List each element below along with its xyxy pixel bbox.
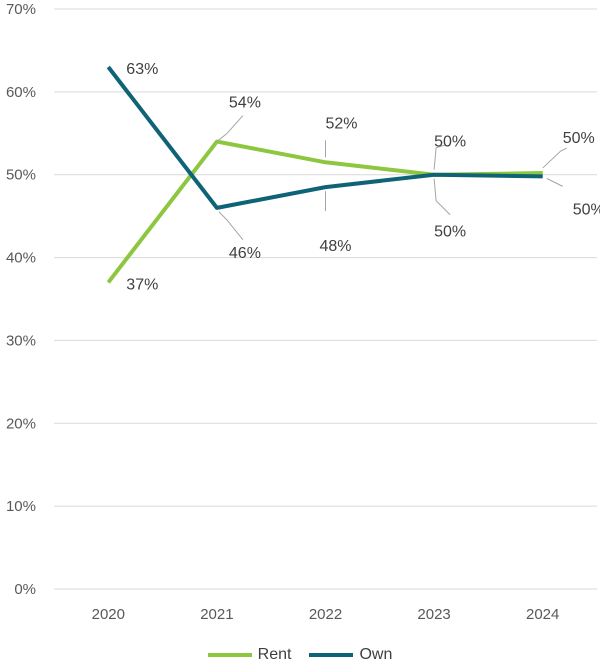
data-label-own: 48% xyxy=(320,238,352,255)
legend: Rent Own xyxy=(0,646,600,664)
data-label-own: 50% xyxy=(573,201,600,218)
legend-item-rent: Rent xyxy=(207,646,292,664)
leader-line xyxy=(542,147,567,169)
series-line-own xyxy=(106,65,543,210)
y-tick-label: 10% xyxy=(6,498,36,515)
series-line-rent xyxy=(106,139,543,284)
x-axis-tick-labels: 2020 2021 2022 2023 2024 xyxy=(92,606,560,623)
x-tick-label: 2023 xyxy=(417,606,450,623)
data-label-rent: 50% xyxy=(563,130,595,147)
x-tick-label: 2024 xyxy=(526,606,559,623)
series-lines xyxy=(106,65,543,284)
y-tick-label: 0% xyxy=(14,581,36,598)
legend-label-rent: Rent xyxy=(257,646,292,663)
y-tick-label: 70% xyxy=(6,1,36,18)
data-label-own: 46% xyxy=(229,245,261,262)
data-label-rent: 52% xyxy=(326,115,358,132)
gridlines xyxy=(54,8,597,590)
legend-label-own: Own xyxy=(359,646,393,663)
x-tick-label: 2021 xyxy=(200,606,233,623)
legend-item-own: Own xyxy=(309,646,392,664)
y-axis-tick-labels: 0% 10% 20% 30% 40% 50% 60% 70% xyxy=(6,1,36,598)
y-tick-label: 50% xyxy=(6,167,36,184)
x-tick-label: 2020 xyxy=(92,606,125,623)
data-label-own: 50% xyxy=(434,224,466,241)
leader-line xyxy=(433,144,447,170)
leader-line xyxy=(433,178,451,216)
leader-line xyxy=(546,177,563,187)
data-label-rent: 37% xyxy=(126,276,158,293)
data-label-own: 63% xyxy=(126,61,158,78)
y-tick-label: 60% xyxy=(6,84,36,101)
data-label-rent: 50% xyxy=(434,134,466,151)
x-tick-label: 2022 xyxy=(309,606,342,623)
leader-line xyxy=(216,115,244,142)
y-tick-label: 30% xyxy=(6,332,36,349)
data-label-rent: 54% xyxy=(229,95,261,112)
data-label-leader-lines xyxy=(216,115,567,241)
data-labels: 37% 54% 52% 50% 50% 63% 46% 48% 50% 50% xyxy=(126,61,600,293)
leader-line xyxy=(218,211,244,241)
legend-swatch-rent xyxy=(207,653,252,657)
y-tick-label: 40% xyxy=(6,250,36,267)
y-tick-label: 20% xyxy=(6,415,36,432)
legend-swatch-own xyxy=(309,653,354,657)
